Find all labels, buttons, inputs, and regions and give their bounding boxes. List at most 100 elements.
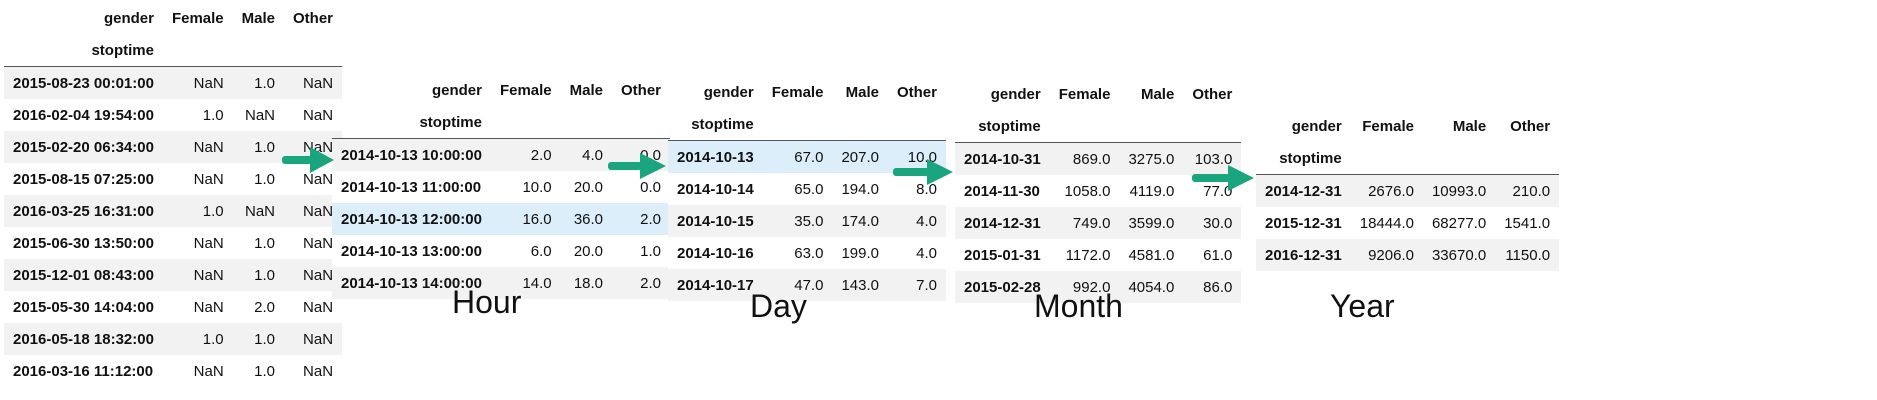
columns-header-row: gender Female Male Other [668,76,946,108]
table-row: 2015-06-30 13:50:00 NaN 1.0 NaN [4,227,343,259]
index-header-row: stoptime [1256,142,1560,175]
table-cell: 2676.0 [1368,182,1414,200]
row-index-cell: 2014-10-13 13:00:00 [341,242,482,260]
month-caption: Month [1034,288,1123,324]
column-header: Other [896,83,937,101]
columns-label: gender [990,85,1041,103]
table-row: 2016-03-16 11:12:00 NaN 1.0 NaN [4,355,343,387]
hour-caption: Hour [452,284,522,320]
table-row: 2016-12-31 9206.0 33670.0 1150.0 [1256,239,1560,271]
table-row: 2014-10-13 13:00:00 6.0 20.0 1.0 [332,235,671,267]
row-index-cell: 2014-10-14 [677,180,754,198]
row-index-cell: 2015-12-31 [1265,214,1342,232]
table-cell: NaN [303,298,334,316]
table-cell: 35.0 [794,212,824,230]
column-header: Female [1362,117,1414,135]
table-cell: 33670.0 [1431,246,1487,264]
table-cell: 1.0 [640,242,662,260]
table-cell: 2.0 [640,274,662,292]
row-index-cell: 2014-10-13 14:00:00 [341,274,482,292]
table-row: 2014-10-13 11:00:00 10.0 20.0 0.0 [332,171,671,203]
table-cell: 0.0 [640,178,662,196]
table-cell: 3275.0 [1128,150,1175,168]
table-cell: NaN [303,106,334,124]
column-header: Other [621,81,662,99]
table-cell: 10.0 [522,178,552,196]
row-index-cell: 2014-12-31 [964,214,1041,232]
table-cell: 869.0 [1072,150,1111,168]
columns-header-row: gender Female Male Other [955,78,1241,110]
table-cell: 7.0 [916,276,937,294]
table-cell: 4.0 [916,212,937,230]
blank-header-cell [1495,142,1560,175]
table-cell: 8.0 [916,180,937,198]
table-cell: 207.0 [841,148,879,166]
row-index-cell: 2016-05-18 18:32:00 [13,330,154,348]
table-cell: NaN [193,138,224,156]
table-cell: 174.0 [841,212,879,230]
blank-header-cell [612,106,671,139]
table-cell: 86.0 [1203,278,1233,296]
arrow-shaft [893,168,929,176]
table-cell: 1.0 [254,266,276,284]
table-cell: 2.0 [254,298,276,316]
table-row: 2015-12-31 18444.0 68277.0 1541.0 [1256,207,1560,239]
column-header: Other [1192,85,1233,103]
row-index-cell: 2014-10-13 [677,148,754,166]
table-cell: 61.0 [1203,246,1233,264]
row-index-cell: 2015-08-23 00:01:00 [13,74,154,92]
table-cell: 18444.0 [1359,214,1414,232]
table-cell: 63.0 [794,244,824,262]
row-index-cell: 2014-10-31 [964,150,1041,168]
table-cell: 9206.0 [1368,246,1414,264]
table-row: 2014-12-31 2676.0 10993.0 210.0 [1256,174,1560,207]
columns-label: gender [1291,117,1342,135]
blank-header-cell [1183,110,1242,143]
columns-label: gender [703,83,754,101]
index-label: stoptime [1256,142,1351,175]
table-row: 2014-10-13 14:00:00 14.0 18.0 2.0 [332,267,671,299]
table-cell: 14.0 [522,274,552,292]
row-index-cell: 2014-10-16 [677,244,754,262]
row-index-cell: 2014-11-30 [964,182,1040,200]
table-cell: 1.0 [254,330,276,348]
index-header-row: stoptime [4,34,343,67]
row-index-cell: 2015-05-30 14:04:00 [13,298,154,316]
row-index-cell: 2014-10-13 12:00:00 [341,210,482,228]
blank-header-cell [1119,110,1184,143]
table-row: 2014-10-13 67.0 207.0 10.0 [668,140,946,173]
table-cell: 77.0 [1203,182,1233,200]
table-cell: 103.0 [1194,150,1233,168]
row-index-cell: 2015-02-20 06:34:00 [13,138,154,156]
column-header: Male [241,9,276,27]
blank-header-cell [284,34,343,67]
table-cell: 36.0 [573,210,604,228]
table-cell: 1.0 [254,170,276,188]
index-label: stoptime [4,34,163,67]
table-cell: NaN [193,362,224,380]
table-body: 2014-10-31 869.0 3275.0 103.0 2014-11-30 1058… [955,142,1242,303]
blank-header-cell [232,34,285,67]
row-index-cell: 2016-02-04 19:54:00 [13,106,154,124]
table-cell: NaN [245,106,276,124]
table-cell: 18.0 [573,274,604,292]
table-cell: 1.0 [202,330,224,348]
table-row: 2016-02-04 19:54:00 1.0 NaN NaN [4,99,343,131]
arrow-head [927,159,953,185]
table-cell: 1.0 [254,234,276,252]
table-cell: NaN [303,330,334,348]
table-row: 2014-10-15 35.0 174.0 4.0 [668,205,946,237]
table-cell: 4054.0 [1128,278,1175,296]
column-header: Male [845,83,879,101]
table-cell: NaN [245,202,276,220]
table-row: 2016-05-18 18:32:00 1.0 1.0 NaN [4,323,343,355]
table-cell: NaN [193,170,224,188]
arrow-shaft [1192,174,1230,182]
table-cell: NaN [303,170,334,188]
table-cell: NaN [303,266,334,284]
columns-label: gender [103,9,154,27]
index-header-row: stoptime [668,108,946,141]
year-caption: Year [1330,288,1395,324]
column-header: Other [293,9,334,27]
table-cell: 47.0 [794,276,824,294]
